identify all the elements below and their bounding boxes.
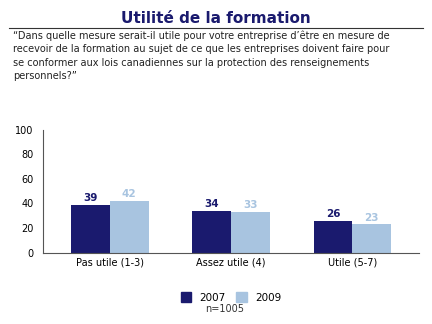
Bar bbox=[71, 205, 110, 253]
Text: 33: 33 bbox=[243, 200, 258, 210]
Bar bbox=[353, 225, 391, 253]
Bar bbox=[314, 221, 353, 253]
Text: 42: 42 bbox=[122, 189, 137, 199]
Bar bbox=[110, 201, 149, 253]
Legend: 2007, 2009: 2007, 2009 bbox=[181, 292, 281, 303]
Text: n=1005: n=1005 bbox=[205, 304, 244, 314]
Text: 26: 26 bbox=[326, 209, 340, 219]
Bar bbox=[192, 211, 231, 253]
Text: 34: 34 bbox=[204, 199, 219, 209]
Text: 23: 23 bbox=[365, 213, 379, 223]
Text: 39: 39 bbox=[83, 193, 98, 203]
Text: Utilité de la formation: Utilité de la formation bbox=[121, 11, 311, 26]
Text: “Dans quelle mesure serait-il utile pour votre entreprise d’être en mesure de
re: “Dans quelle mesure serait-il utile pour… bbox=[13, 31, 390, 81]
Bar bbox=[231, 212, 270, 253]
